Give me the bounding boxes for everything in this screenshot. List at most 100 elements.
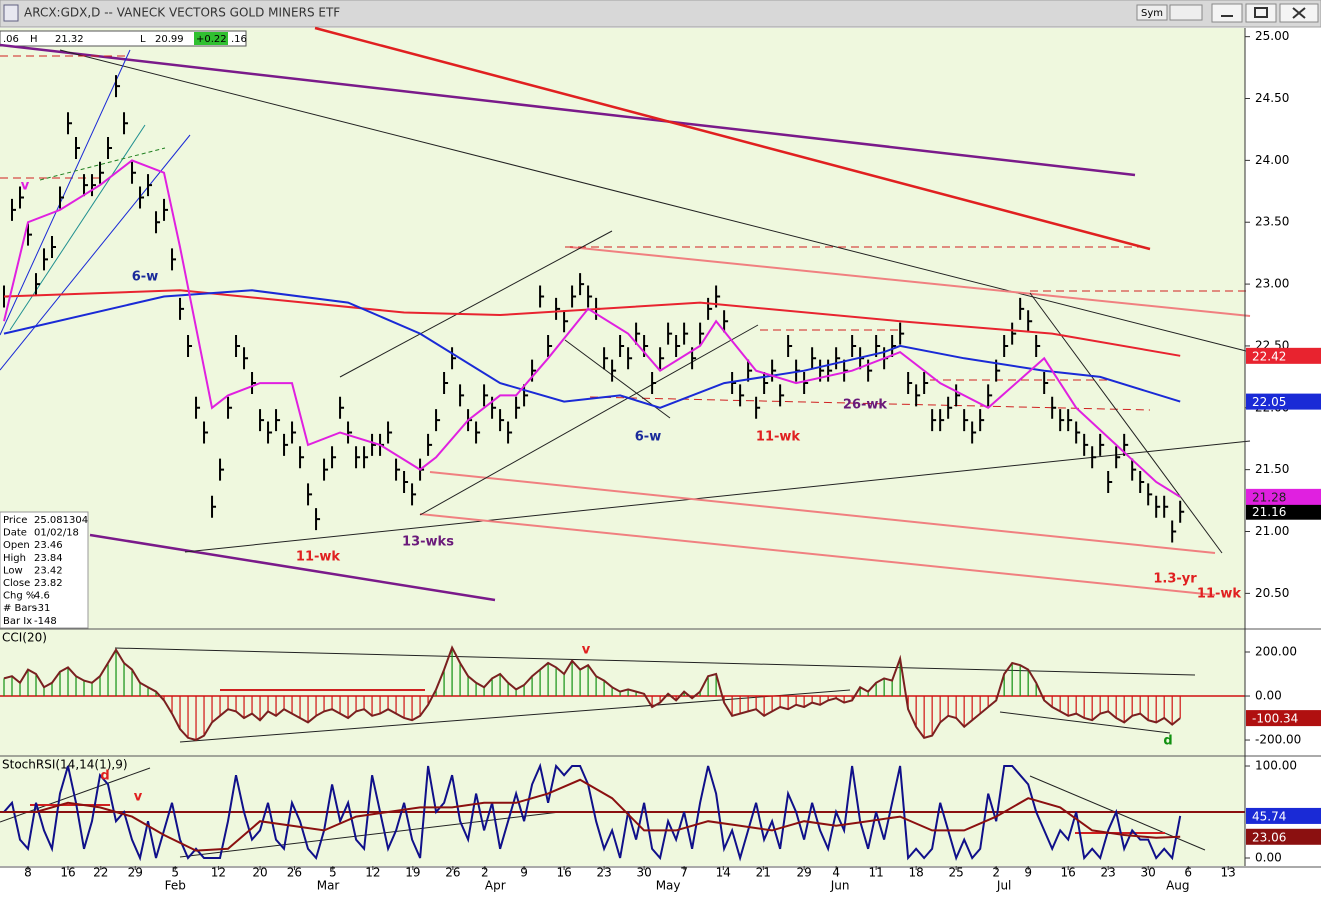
price-bar [443,372,449,395]
annotation: 11-wk [296,550,340,565]
y-tick-label: 20.50 [1255,586,1289,600]
trendline [89,533,496,602]
price-bar [587,285,593,308]
trendline [114,647,1196,676]
header-value: 21.32 [55,34,84,45]
maximize-button[interactable] [1245,3,1277,23]
sym-label[interactable]: Sym [1141,8,1163,19]
price-bar [251,372,257,395]
x-tick-label: 5 [329,866,337,880]
price-bar [283,433,289,456]
price-bar [771,359,777,382]
price-bar [923,372,929,395]
price-bar [291,421,297,444]
x-tick-label: 23 [1101,866,1116,880]
price-bar [1139,471,1145,494]
price-bar [787,334,793,357]
trendline [419,324,759,516]
y-tick-label: 0.00 [1255,850,1282,864]
moving-average [3,289,1181,409]
price-bar [779,384,785,407]
x-tick-label: 13 [1221,866,1236,880]
info-label: High [3,553,26,564]
x-tick-label: 26 [287,866,302,880]
x-tick-label: 11 [869,866,884,880]
price-bar [515,396,521,419]
price-bar [323,458,329,481]
price-bar [499,409,505,432]
value-badge [1246,807,1321,824]
price-bar [763,372,769,395]
price-bar [547,334,553,357]
value-badge-label: 23.06 [1252,830,1286,844]
cci-line [3,645,1181,742]
header-box [0,30,247,47]
month-label: Apr [485,879,506,893]
price-bar [211,495,217,518]
trendline [569,246,1251,317]
x-tick-label: 16 [556,866,571,880]
price-bar [1075,421,1081,444]
value-badge-label: 22.42 [1252,349,1286,363]
price-bar [411,483,417,506]
price-bar [579,273,585,296]
price-bar [163,198,169,221]
info-label: Bar Ix [3,616,32,627]
x-tick-label: 2 [481,866,489,880]
price-bar [75,137,81,159]
price-bar [803,372,809,395]
price-bar [523,384,529,407]
moving-average [3,289,1181,357]
minimize-button[interactable] [1211,3,1243,23]
annotation: 11-wk [1197,587,1241,602]
price-bar [459,384,465,407]
value-badge-label: 21.28 [1252,490,1286,504]
x-tick-label: 7 [680,866,688,880]
month-label: May [656,879,681,893]
x-tick-label: 19 [405,866,420,880]
x-tick-label: 21 [756,866,771,880]
price-bar [1131,458,1137,481]
annotation: d [100,769,109,784]
price-bar [851,334,857,357]
price-bar [171,248,177,271]
sym-button[interactable] [1136,4,1168,21]
price-bar [139,186,145,209]
price-bar [811,347,817,370]
x-tick-label: 2 [992,866,1000,880]
price-bar [1043,372,1049,395]
plot: 25.0024.5024.0023.5023.0022.5022.0021.50… [0,28,1321,893]
x-tick-label: 22 [93,866,108,880]
x-tick-label: 30 [636,866,651,880]
info-value: 23.84 [34,553,63,564]
header-value: .06 [3,34,19,45]
x-tick-label: 4 [832,866,840,880]
price-bar [1027,310,1033,333]
price-bar [1091,446,1097,469]
price-bar [755,396,761,419]
price-bar [699,322,705,345]
price-bar [371,433,377,456]
price-bar [59,186,65,209]
price-bar [1179,500,1185,523]
price-bar [1083,433,1089,456]
price-bar [539,285,545,308]
price-bar [1171,520,1177,543]
price-bar [899,322,905,345]
x-tick-label: 12 [211,866,226,880]
trendline [419,513,1216,596]
info-value: 25.081304 [34,515,88,526]
x-tick-label: 16 [60,866,75,880]
x-tick-label: 16 [1061,866,1076,880]
price-bar [963,409,969,432]
price-bar [1115,446,1121,469]
info-label: # Bars [3,603,37,614]
price-bar [123,112,129,135]
price-bar [155,211,161,234]
price-bar [723,310,729,333]
x-tick-label: 29 [796,866,811,880]
toolbar-button[interactable] [1169,4,1203,21]
change-bg [194,32,228,45]
price-bar [203,421,209,444]
y-tick-label: 23.00 [1255,277,1289,291]
